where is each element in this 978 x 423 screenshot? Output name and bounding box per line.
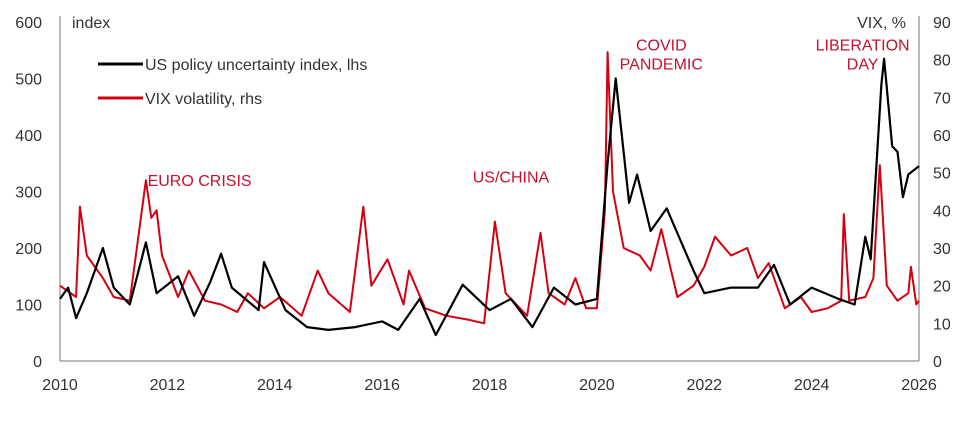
right-tick-label: 70 xyxy=(933,90,951,107)
left-tick-label: 300 xyxy=(15,185,42,202)
right-axis-label: VIX, % xyxy=(857,15,906,32)
right-tick-label: 20 xyxy=(933,279,951,296)
annotation: LIBERATION xyxy=(816,38,910,55)
annotation: PANDEMIC xyxy=(620,56,703,73)
right-tick-label: 60 xyxy=(933,128,951,145)
right-tick-label: 90 xyxy=(933,15,951,32)
series-line-policy-uncertainty xyxy=(59,57,920,337)
left-tick-label: 600 xyxy=(15,15,42,32)
right-tick-label: 80 xyxy=(933,53,951,70)
left-tick-label: 200 xyxy=(15,241,42,258)
x-tick-label: 2012 xyxy=(150,377,186,394)
right-tick-label: 0 xyxy=(933,354,942,371)
left-axis-label: index xyxy=(72,15,110,32)
left-tick-label: 500 xyxy=(15,72,42,89)
x-tick-label: 2016 xyxy=(364,377,400,394)
x-tick-label: 2020 xyxy=(579,377,615,394)
legend-label: US policy uncertainty index, lhs xyxy=(145,57,367,74)
x-tick-label: 2022 xyxy=(686,377,722,394)
left-tick-label: 0 xyxy=(33,354,42,371)
left-tick-label: 100 xyxy=(15,298,42,315)
x-tick-label: 2010 xyxy=(42,377,78,394)
x-tick-label: 2024 xyxy=(794,377,830,394)
annotation: DAY xyxy=(847,56,879,73)
left-tick-label: 400 xyxy=(15,128,42,145)
annotation: US/CHINA xyxy=(473,169,550,186)
right-tick-label: 40 xyxy=(933,203,951,220)
annotation: EURO CRISIS xyxy=(148,173,252,190)
right-tick-label: 10 xyxy=(933,316,951,333)
series-line-vix xyxy=(59,51,920,325)
x-tick-label: 2014 xyxy=(257,377,293,394)
right-tick-label: 50 xyxy=(933,166,951,183)
legend-label: VIX volatility, rhs xyxy=(145,91,262,108)
annotation: COVID xyxy=(636,38,687,55)
x-tick-label: 2026 xyxy=(901,377,937,394)
right-tick-label: 30 xyxy=(933,241,951,258)
x-tick-label: 2018 xyxy=(472,377,508,394)
